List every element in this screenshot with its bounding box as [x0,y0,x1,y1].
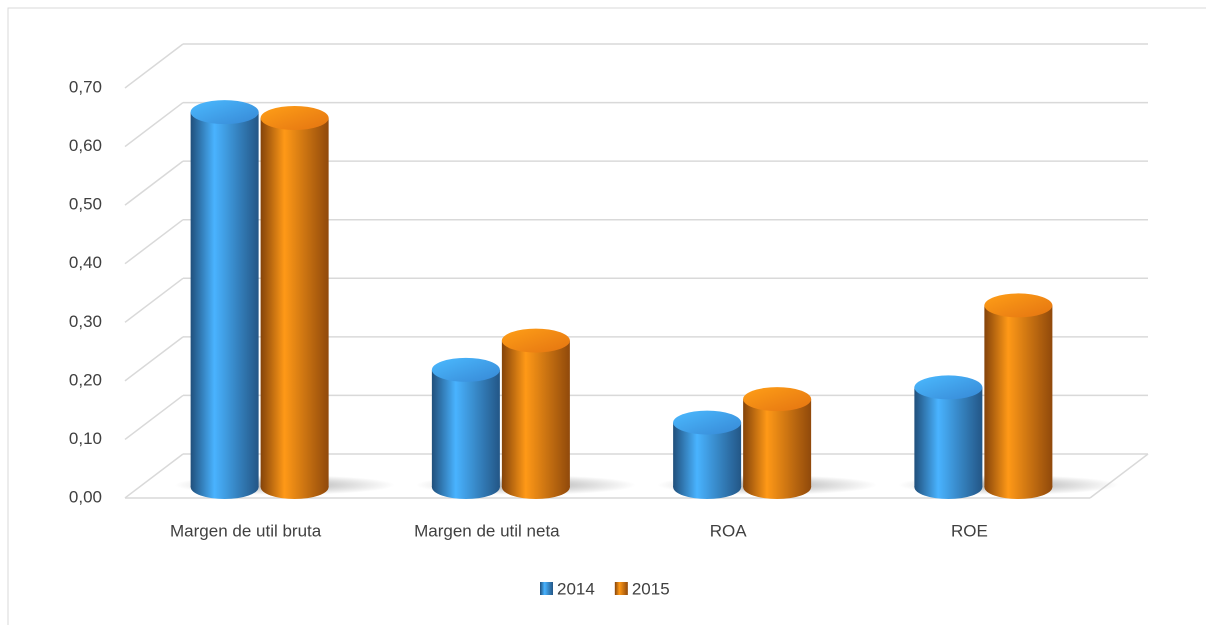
x-tick-label: Margen de util neta [414,521,560,540]
grid-line-side [124,336,184,382]
legend-swatch [614,582,628,595]
x-tick-label: ROA [710,521,748,540]
y-tick-label: 0,30 [69,312,102,331]
bar-top [260,106,329,130]
grid-line-side [124,394,184,441]
legend-label: 2014 [557,579,595,598]
bar [190,112,259,488]
y-tick-label: 0,10 [69,429,102,448]
x-tick-label: Margen de util bruta [170,521,322,540]
grid-line-side [124,277,184,323]
bar [501,340,570,487]
bar [984,305,1053,487]
bar-top [190,100,259,125]
bar-top [914,375,983,400]
y-tick-label: 0,60 [69,136,102,155]
legend-label: 2015 [632,579,670,598]
grid-line-side [124,101,184,148]
floor-right [1089,453,1149,499]
bar-top [501,328,570,353]
bar [431,369,500,487]
bar [914,387,983,487]
grid-line-side [124,453,184,499]
legend-swatch [540,582,553,595]
bar [743,399,812,487]
y-tick-label: 0,20 [69,370,102,389]
bar-top [984,293,1053,318]
bar [260,118,329,487]
grid-line-side [124,43,184,89]
x-tick-label: ROE [951,521,988,540]
y-tick-label: 0,70 [69,77,102,96]
bar-top [673,410,742,435]
grid-line-side [124,160,184,206]
y-tick-label: 0,00 [69,487,102,506]
y-tick-label: 0,40 [69,253,102,272]
bar-top [431,357,500,382]
bar-top [743,387,812,412]
grid-line-side [124,219,184,265]
y-tick-label: 0,50 [69,195,102,214]
chart-frame [7,7,1206,625]
